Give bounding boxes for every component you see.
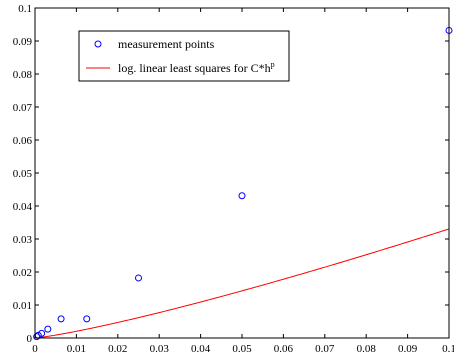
- data-point: [33, 333, 41, 341]
- y-tick-label: 0: [27, 333, 33, 345]
- x-tick-label: 0.08: [357, 343, 377, 355]
- x-tick-label: 0.02: [108, 343, 127, 355]
- fit-line-layer: [34, 228, 450, 339]
- y-tick-label: 0.01: [13, 300, 32, 312]
- x-tick-labels: 0 0.01 0.02 0.03 0.04 0.05 0.06 0.07 0.08 0.09 0.1: [32, 343, 454, 355]
- tick-marks: [34, 7, 450, 339]
- y-tick-label: 0.1: [18, 3, 32, 15]
- legend-box: [78, 30, 290, 82]
- legend-marker-icon: [94, 40, 102, 48]
- legend-label-fit: log. linear least squares for C*hp: [118, 60, 275, 75]
- legend-label-fit-text: log. linear least squares for C*h: [118, 61, 271, 75]
- x-tick-label: 0: [32, 343, 38, 355]
- data-point: [238, 192, 246, 200]
- data-point: [83, 315, 91, 323]
- x-tick-label: 0.1: [442, 343, 454, 355]
- data-point: [44, 325, 52, 333]
- y-tick-label: 0.05: [13, 168, 33, 180]
- y-tick-label: 0.02: [13, 267, 32, 279]
- fit-line: [34, 228, 450, 339]
- y-tick-label: 0.04: [13, 201, 33, 213]
- data-point: [38, 329, 46, 337]
- x-tick-label: 0.01: [67, 343, 86, 355]
- y-tick-label: 0.03: [13, 234, 33, 246]
- y-tick-label: 0.08: [13, 69, 33, 81]
- legend: measurement points log. linear least squ…: [78, 30, 290, 82]
- legend-label-measurement-points: measurement points: [118, 37, 215, 51]
- x-tick-label: 0.07: [315, 343, 335, 355]
- x-tick-label: 0.06: [274, 343, 294, 355]
- data-point: [57, 315, 65, 323]
- x-tick-label: 0.04: [191, 343, 211, 355]
- y-tick-label: 0.06: [13, 135, 33, 147]
- x-tick-label: 0.09: [398, 343, 418, 355]
- y-tick-label: 0.07: [13, 102, 33, 114]
- x-tick-label: 0.05: [232, 343, 252, 355]
- y-tick-label: 0.09: [13, 36, 33, 48]
- x-tick-label: 0.03: [150, 343, 170, 355]
- y-tick-labels: 0 0.01 0.02 0.03 0.04 0.05 0.06 0.07 0.08 0.09 0.1: [13, 3, 33, 345]
- legend-label-fit-superscript: p: [271, 60, 275, 69]
- data-point: [135, 274, 142, 282]
